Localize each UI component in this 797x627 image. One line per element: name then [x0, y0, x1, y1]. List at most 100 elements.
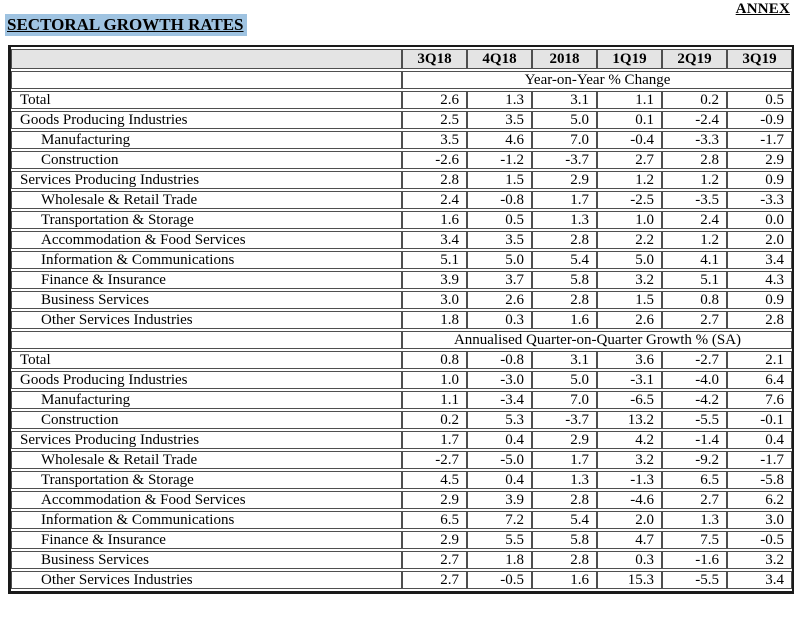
row-label: Other Services Industries	[11, 311, 402, 329]
value-cell: -0.5	[467, 571, 532, 589]
value-cell: -5.5	[662, 411, 727, 429]
value-cell: 3.7	[467, 271, 532, 289]
value-cell: 0.8	[402, 351, 467, 369]
table-header: 3Q18 4Q18 2018 1Q19 2Q19 3Q19	[11, 49, 792, 69]
value-cell: -1.3	[597, 471, 662, 489]
value-cell: -2.7	[662, 351, 727, 369]
page-title-highlight: SECTORAL GROWTH RATES	[5, 14, 247, 36]
value-cell: -0.8	[467, 351, 532, 369]
value-cell: 0.4	[467, 471, 532, 489]
value-cell: 3.1	[532, 91, 597, 109]
row-label: Information & Communications	[11, 511, 402, 529]
value-cell: -6.5	[597, 391, 662, 409]
value-cell: 5.8	[532, 271, 597, 289]
value-cell: 5.1	[662, 271, 727, 289]
table-body: Year-on-Year % Change Total 2.6 1.3 3.1 1.1 0.…	[11, 71, 792, 589]
value-cell: 3.2	[597, 451, 662, 469]
section-title: Year-on-Year % Change	[402, 71, 792, 89]
row-label: Other Services Industries	[11, 571, 402, 589]
row-label: Finance & Insurance	[11, 531, 402, 549]
value-cell: 2.8	[402, 171, 467, 189]
value-cell: 0.9	[727, 291, 792, 309]
value-cell: 1.8	[467, 551, 532, 569]
value-cell: 2.9	[727, 151, 792, 169]
value-cell: 2.6	[467, 291, 532, 309]
value-cell: 7.5	[662, 531, 727, 549]
table-row: Total 0.8 -0.8 3.1 3.6 -2.7 2.1	[11, 351, 792, 369]
value-cell: 2.2	[597, 231, 662, 249]
column-header-3q19: 3Q19	[727, 49, 792, 69]
value-cell: 7.0	[532, 131, 597, 149]
empty-cell	[11, 331, 402, 349]
section-header-row: Annualised Quarter-on-Quarter Growth % (…	[11, 331, 792, 349]
table-row: Transportation & Storage 4.5 0.4 1.3 -1.3 6.5…	[11, 471, 792, 489]
value-cell: 5.0	[532, 111, 597, 129]
value-cell: 2.6	[402, 91, 467, 109]
value-cell: 2.9	[532, 171, 597, 189]
value-cell: 1.2	[662, 231, 727, 249]
sectoral-growth-table: 3Q18 4Q18 2018 1Q19 2Q19 3Q19 Year-on-Year % …	[8, 45, 794, 594]
value-cell: 13.2	[597, 411, 662, 429]
value-cell: -0.4	[597, 131, 662, 149]
value-cell: -0.8	[467, 191, 532, 209]
table-row: Services Producing Industries 2.8 1.5 2.9 1.…	[11, 171, 792, 189]
value-cell: 6.5	[662, 471, 727, 489]
value-cell: 2.8	[532, 291, 597, 309]
section-title: Annualised Quarter-on-Quarter Growth % (…	[402, 331, 792, 349]
row-label: Finance & Insurance	[11, 271, 402, 289]
value-cell: 6.4	[727, 371, 792, 389]
value-cell: 2.8	[532, 231, 597, 249]
value-cell: 1.6	[532, 571, 597, 589]
value-cell: 2.4	[662, 211, 727, 229]
table-row: Manufacturing 1.1 -3.4 7.0 -6.5 -4.2 7.6	[11, 391, 792, 409]
row-label: Manufacturing	[11, 391, 402, 409]
table-row: Information & Communications 5.1 5.0 5.4 5.0…	[11, 251, 792, 269]
value-cell: 1.1	[402, 391, 467, 409]
row-label: Total	[11, 91, 402, 109]
value-cell: 1.2	[662, 171, 727, 189]
value-cell: 5.5	[467, 531, 532, 549]
value-cell: 5.0	[467, 251, 532, 269]
value-cell: 5.3	[467, 411, 532, 429]
value-cell: 1.7	[532, 191, 597, 209]
column-header-row: 3Q18 4Q18 2018 1Q19 2Q19 3Q19	[11, 49, 792, 69]
table-row: Accommodation & Food Services 3.4 3.5 2.8 2.…	[11, 231, 792, 249]
value-cell: 1.3	[662, 511, 727, 529]
value-cell: -5.0	[467, 451, 532, 469]
value-cell: 6.2	[727, 491, 792, 509]
value-cell: 1.6	[532, 311, 597, 329]
value-cell: -4.6	[597, 491, 662, 509]
row-label: Wholesale & Retail Trade	[11, 191, 402, 209]
value-cell: 2.7	[662, 311, 727, 329]
table-row: Goods Producing Industries 2.5 3.5 5.0 0.1 -2…	[11, 111, 792, 129]
table-row: Other Services Industries 1.8 0.3 1.6 2.6 2.7…	[11, 311, 792, 329]
value-cell: 1.5	[467, 171, 532, 189]
column-header-2018: 2018	[532, 49, 597, 69]
table-row: Other Services Industries 2.7 -0.5 1.6 15.3-…	[11, 571, 792, 589]
row-label: Manufacturing	[11, 131, 402, 149]
page-title: SECTORAL GROWTH RATES	[5, 14, 247, 36]
value-cell: 2.8	[662, 151, 727, 169]
value-cell: 2.1	[727, 351, 792, 369]
value-cell: 5.1	[402, 251, 467, 269]
value-cell: 1.3	[532, 471, 597, 489]
column-header-2q19: 2Q19	[662, 49, 727, 69]
row-label: Services Producing Industries	[11, 431, 402, 449]
row-label: Business Services	[11, 551, 402, 569]
value-cell: -5.5	[662, 571, 727, 589]
value-cell: 2.8	[532, 551, 597, 569]
value-cell: 0.9	[727, 171, 792, 189]
value-cell: -0.1	[727, 411, 792, 429]
empty-corner-cell	[11, 49, 402, 69]
column-header-1q19: 1Q19	[597, 49, 662, 69]
empty-cell	[11, 71, 402, 89]
value-cell: 1.6	[402, 211, 467, 229]
value-cell: 0.5	[467, 211, 532, 229]
table-row: Manufacturing 3.5 4.6 7.0 -0.4 -3.3 -1.7	[11, 131, 792, 149]
value-cell: -0.9	[727, 111, 792, 129]
value-cell: 3.5	[467, 111, 532, 129]
value-cell: 0.4	[467, 431, 532, 449]
value-cell: 2.7	[402, 571, 467, 589]
value-cell: -2.6	[402, 151, 467, 169]
value-cell: -1.7	[727, 451, 792, 469]
